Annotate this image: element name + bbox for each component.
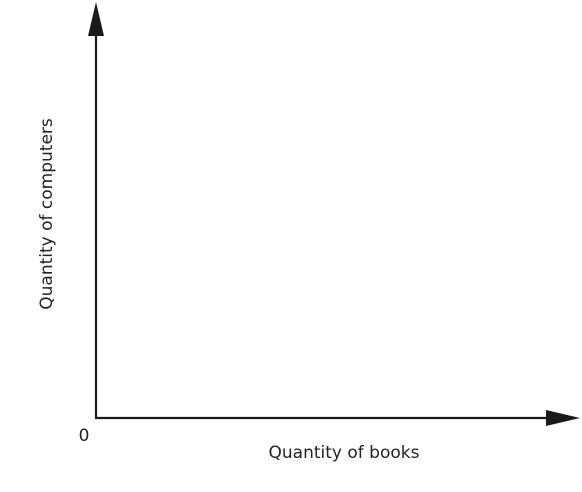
- origin-label: 0: [79, 426, 90, 446]
- y-axis-arrowhead-icon: [88, 2, 104, 36]
- y-axis-label: Quantity of computers: [37, 118, 57, 310]
- x-axis-arrowhead-icon: [546, 410, 580, 426]
- x-axis-label: Quantity of books: [269, 443, 420, 463]
- y-axis: [88, 2, 104, 418]
- x-axis: [95, 410, 580, 426]
